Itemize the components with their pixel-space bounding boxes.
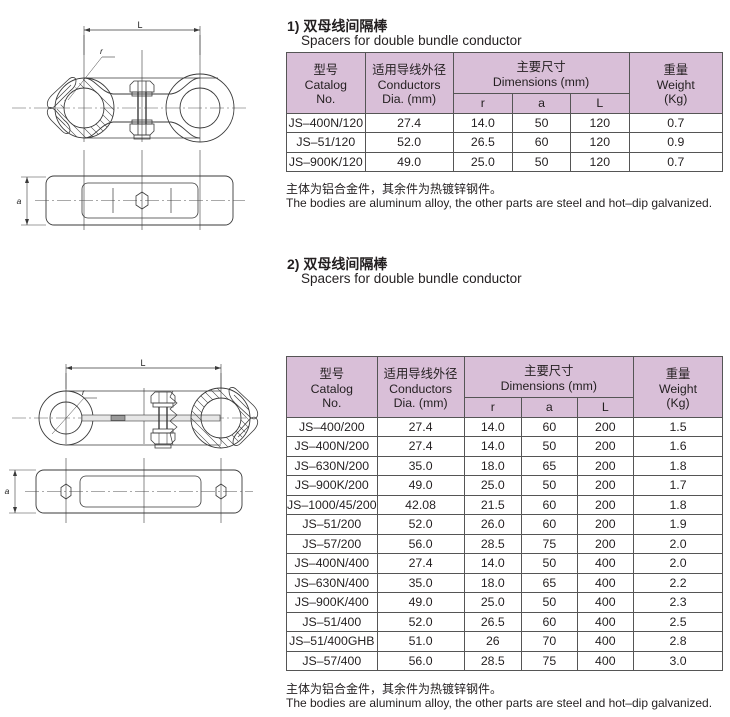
svg-text:r: r [100, 46, 104, 56]
svg-text:L: L [140, 358, 145, 368]
svg-text:a: a [5, 486, 10, 496]
svg-text:a: a [17, 196, 22, 206]
svg-text:L: L [137, 20, 142, 30]
svg-text:r: r [82, 387, 86, 397]
